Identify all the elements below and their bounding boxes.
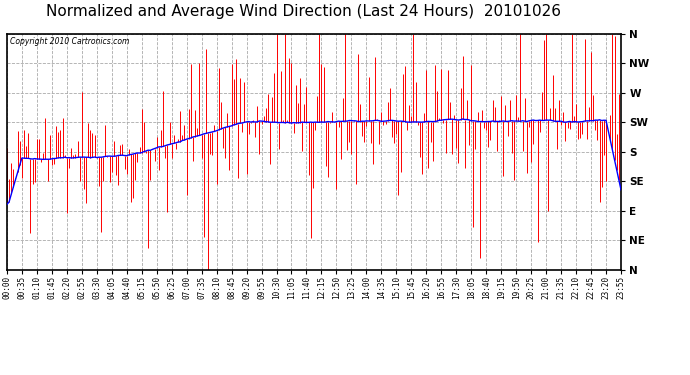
Text: Copyright 2010 Cartronics.com: Copyright 2010 Cartronics.com (10, 37, 129, 46)
Text: Normalized and Average Wind Direction (Last 24 Hours)  20101026: Normalized and Average Wind Direction (L… (46, 4, 561, 19)
